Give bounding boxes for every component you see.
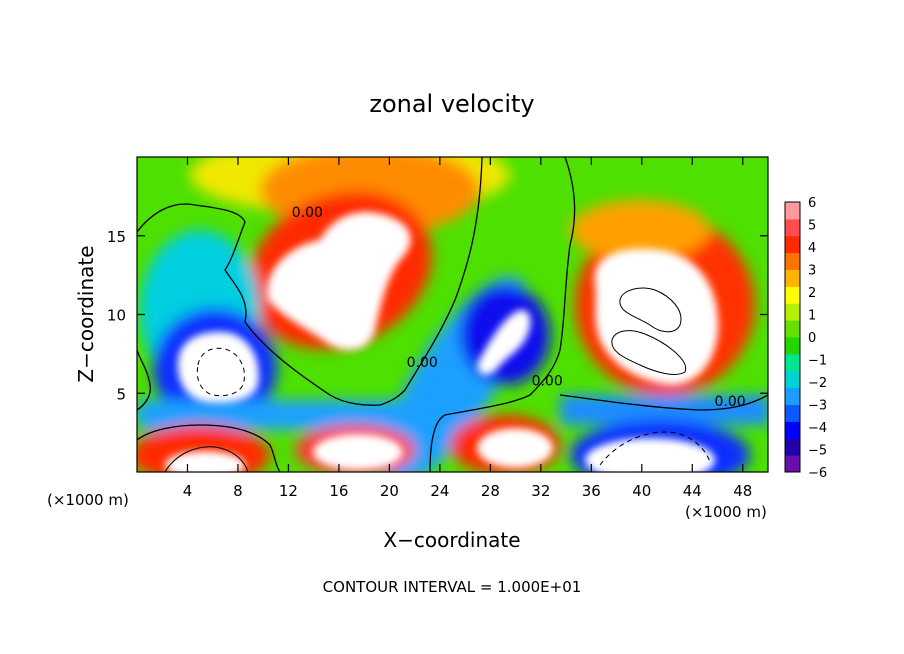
chart-title: zonal velocity — [369, 90, 534, 118]
contour-label: 0.00 — [292, 205, 323, 221]
contour-label: 0.00 — [532, 374, 563, 390]
zero-contour-left-upper — [137, 203, 406, 406]
white-blob-bottom-left — [165, 451, 245, 472]
x-tick-label: 48 — [733, 482, 752, 500]
y-axis: 5 10 15 — [107, 228, 768, 403]
white-blob-right — [594, 248, 719, 385]
inner-contour-bottom-left — [164, 446, 249, 472]
contour-lines — [137, 157, 768, 472]
x-tick-label: 32 — [531, 482, 550, 500]
x-tick-label: 20 — [380, 482, 399, 500]
y-axis-title: Z−coordinate — [74, 245, 98, 382]
colorbar-tick-label: −4 — [808, 421, 827, 436]
colorbar-swatch — [785, 404, 800, 422]
x-tick-label: 44 — [683, 482, 702, 500]
x-axis-title: X−coordinate — [383, 528, 520, 552]
colorbar-frame — [784, 201, 801, 473]
colorbar-tick-label: −5 — [808, 444, 827, 459]
colorbar-swatch — [785, 320, 800, 338]
white-blob-left — [177, 331, 259, 403]
contour-labels: 0.00 0.00 0.00 0.00 — [292, 205, 746, 410]
zero-contour-bottom-left — [137, 424, 281, 472]
orange-halo-right — [570, 200, 710, 260]
contour-label: 0.00 — [715, 394, 746, 410]
x-units-right: (×1000 m) — [685, 503, 767, 521]
x-axis: 4 8 12 16 20 24 28 32 36 40 44 48 — [183, 157, 752, 500]
white-blob-bottom-center — [313, 434, 403, 470]
x-tick-label: 24 — [430, 482, 449, 500]
colorbar-swatch — [785, 252, 800, 270]
white-blob-bottom-right — [585, 438, 715, 472]
colorbar: 6 5 4 3 2 1 0 −1 −2 −3 −4 −5 −6 — [784, 196, 827, 481]
x-tick-label: 16 — [329, 482, 348, 500]
inner-contour-right-1 — [619, 287, 682, 333]
colorbar-tick-label: 1 — [808, 309, 816, 324]
colorbar-tick-label: 5 — [808, 219, 816, 234]
colorbar-swatch — [785, 286, 800, 304]
dashed-contour-bottom-right — [599, 431, 711, 466]
dashed-contour-left — [196, 347, 245, 397]
colorbar-tick-label: 0 — [808, 331, 816, 346]
y-tick-label: 15 — [107, 228, 126, 246]
x-tick-label: 40 — [632, 482, 651, 500]
colorbar-swatch — [785, 421, 800, 439]
zero-contour-lower-right — [559, 394, 768, 411]
contour-label: 0.00 — [407, 355, 438, 371]
colorbar-tick-label: 2 — [808, 286, 816, 301]
x-tick-label: 36 — [582, 482, 601, 500]
colorbar-tick-label: 4 — [808, 241, 816, 256]
x-tick-label: 8 — [233, 482, 243, 500]
colorbar-swatch — [785, 370, 800, 389]
y-tick-label: 10 — [107, 307, 126, 325]
colorbar-swatch — [785, 353, 800, 372]
colorbar-swatch — [785, 218, 800, 237]
contour-interval-note: CONTOUR INTERVAL = 1.000E+01 — [323, 578, 582, 596]
white-blob-middle — [477, 309, 531, 375]
colorbar-swatch — [785, 387, 800, 405]
colorbar-swatch — [785, 269, 800, 287]
zero-contour-right — [429, 157, 576, 472]
x-tick-label: 28 — [481, 482, 500, 500]
colorbar-swatch — [785, 202, 800, 220]
inner-contour-right-2 — [611, 330, 687, 375]
colorbar-tick-label: −3 — [808, 399, 827, 414]
x-tick-label: 4 — [183, 482, 193, 500]
zero-contour-center — [404, 157, 483, 391]
colorbar-tick-label: −2 — [808, 376, 827, 391]
zero-contour-left-edge — [137, 349, 151, 411]
colorbar-tick-label: −1 — [808, 354, 827, 369]
colorbar-tick-label: 3 — [808, 264, 816, 279]
colorbar-tick-label: −6 — [808, 466, 827, 481]
colorbar-swatch — [785, 235, 800, 254]
heatmap-field — [137, 157, 768, 472]
white-blob-center — [267, 211, 411, 350]
white-blob-bottom-mid — [477, 428, 553, 468]
colorbar-swatch — [785, 455, 800, 473]
colorbar-swatch — [785, 438, 800, 456]
colorbar-swatch — [785, 337, 800, 355]
x-tick-label: 12 — [279, 482, 298, 500]
colorbar-tick-label: 6 — [808, 196, 816, 211]
x-units-left: (×1000 m) — [47, 491, 129, 509]
colorbar-swatch — [785, 303, 800, 321]
y-tick-label: 5 — [116, 385, 126, 403]
